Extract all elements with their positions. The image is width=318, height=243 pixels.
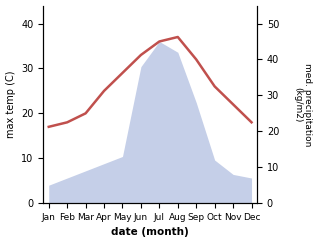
Y-axis label: max temp (C): max temp (C) [5, 71, 16, 138]
X-axis label: date (month): date (month) [111, 227, 189, 237]
Y-axis label: med. precipitation
(kg/m2): med. precipitation (kg/m2) [293, 63, 313, 146]
